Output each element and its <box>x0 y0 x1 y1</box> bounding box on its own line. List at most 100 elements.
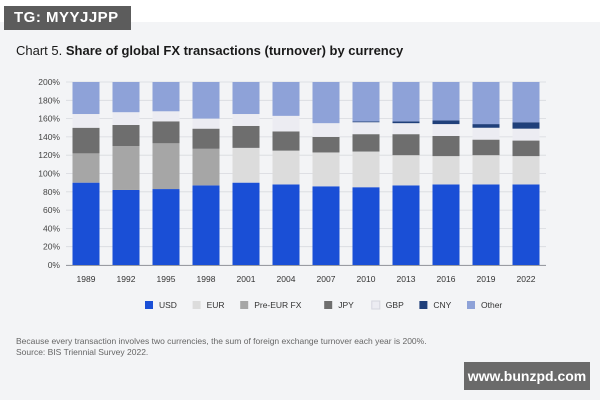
bar-other-2019 <box>472 82 500 125</box>
bar-gbp-2007 <box>312 123 340 137</box>
bar-other-2001 <box>232 82 260 115</box>
y-tick-label: 20% <box>43 242 60 252</box>
legend-swatch-cny <box>419 301 428 309</box>
bar-usd-1992 <box>112 189 140 265</box>
y-tick-label: 0% <box>48 260 61 270</box>
x-tick-label: 1992 <box>117 274 136 284</box>
bar-eur-2013 <box>392 155 420 186</box>
bar-usd-2013 <box>392 185 420 265</box>
bar-jpy-2007 <box>312 136 340 153</box>
bar-other-2016 <box>432 82 460 121</box>
bar-gbp-1989 <box>72 114 100 128</box>
bar-pre-eur-fx-1998 <box>192 148 220 186</box>
x-tick-label: 1989 <box>77 274 96 284</box>
bar-gbp-2016 <box>432 124 460 136</box>
y-tick-label: 40% <box>43 223 60 233</box>
bar-gbp-2022 <box>512 128 540 141</box>
watermark: www.bunzpd.com <box>464 362 590 390</box>
x-tick-label: 2004 <box>277 274 296 284</box>
bar-usd-2016 <box>432 184 460 265</box>
bar-gbp-2013 <box>392 123 420 135</box>
bar-eur-2007 <box>312 152 340 187</box>
bar-usd-2007 <box>312 186 340 265</box>
bar-other-2022 <box>512 82 540 123</box>
legend-label-other: Other <box>481 300 502 310</box>
bar-jpy-2013 <box>392 134 420 156</box>
legend-label-usd: USD <box>159 300 177 310</box>
legend-swatch-eur <box>192 301 201 309</box>
bar-cny-2013 <box>392 121 420 124</box>
bar-eur-2010 <box>352 151 380 188</box>
bar-cny-2010 <box>352 121 380 123</box>
bar-other-1989 <box>72 82 100 115</box>
bar-other-1998 <box>192 82 220 119</box>
x-tick-label: 2013 <box>397 274 416 284</box>
bar-gbp-1998 <box>192 118 220 129</box>
legend-swatch-other <box>467 301 475 309</box>
footnote: Because every transaction involves two c… <box>16 336 427 358</box>
footnote-line-2: Source: BIS Triennial Survey 2022. <box>16 347 149 357</box>
y-tick-label: 180% <box>38 95 60 105</box>
chart-title: Chart 5. Share of global FX transactions… <box>16 43 403 58</box>
bar-usd-2010 <box>352 187 380 265</box>
y-tick-label: 120% <box>38 150 60 160</box>
bar-usd-2001 <box>232 182 260 265</box>
bar-other-2013 <box>392 82 420 122</box>
bar-pre-eur-fx-1989 <box>72 153 100 183</box>
legend-swatch-usd <box>145 301 153 309</box>
bar-gbp-2019 <box>472 127 500 140</box>
bar-jpy-1995 <box>152 121 180 144</box>
bar-cny-2022 <box>512 122 540 129</box>
x-tick-label: 2007 <box>317 274 336 284</box>
x-tick-label: 2001 <box>237 274 256 284</box>
y-tick-label: 80% <box>43 187 60 197</box>
x-tick-label: 1998 <box>197 274 216 284</box>
bar-jpy-2001 <box>232 125 260 148</box>
x-tick-label: 1995 <box>157 274 176 284</box>
bar-eur-2019 <box>472 155 500 185</box>
bar-eur-2004 <box>272 150 300 185</box>
legend-swatch-pre-eur-fx <box>240 301 249 309</box>
bar-gbp-1995 <box>152 111 180 122</box>
bar-other-1992 <box>112 82 140 113</box>
source-tag: TG: MYYJJPP <box>4 6 131 30</box>
x-tick-label: 2010 <box>357 274 376 284</box>
y-tick-label: 140% <box>38 132 60 142</box>
bar-jpy-2004 <box>272 131 300 151</box>
footnote-line-1: Because every transaction involves two c… <box>16 336 427 346</box>
bar-usd-2004 <box>272 184 300 265</box>
bar-jpy-2022 <box>512 140 540 157</box>
y-tick-label: 100% <box>38 169 60 179</box>
y-tick-label: 160% <box>38 114 60 124</box>
bar-pre-eur-fx-1992 <box>112 146 140 190</box>
legend-label-eur: EUR <box>207 300 225 310</box>
bar-jpy-2016 <box>432 135 460 157</box>
bar-cny-2016 <box>432 120 460 125</box>
bar-jpy-1992 <box>112 125 140 147</box>
legend-swatch-jpy <box>324 301 333 309</box>
bar-eur-2016 <box>432 156 460 185</box>
legend-label-cny: CNY <box>433 300 451 310</box>
bar-eur-2001 <box>232 147 260 183</box>
bar-jpy-2010 <box>352 134 380 152</box>
y-tick-label: 200% <box>38 77 60 87</box>
bar-jpy-1998 <box>192 128 220 149</box>
bar-gbp-2001 <box>232 114 260 126</box>
bar-other-2004 <box>272 82 300 116</box>
y-tick-label: 60% <box>43 205 60 215</box>
bar-usd-1989 <box>72 182 100 265</box>
bar-usd-2019 <box>472 184 500 265</box>
bar-gbp-2004 <box>272 115 300 132</box>
bar-gbp-2010 <box>352 122 380 135</box>
bar-cny-2019 <box>472 124 500 128</box>
legend-label-jpy: JPY <box>338 300 354 310</box>
legend-swatch-gbp <box>371 300 381 310</box>
bar-other-2007 <box>312 82 340 124</box>
bar-other-1995 <box>152 82 180 112</box>
x-tick-label: 2019 <box>477 274 496 284</box>
chart-card <box>0 22 600 400</box>
bar-usd-1998 <box>192 185 220 265</box>
chart-title-prefix: Chart 5. <box>16 43 66 58</box>
bar-eur-2022 <box>512 156 540 185</box>
